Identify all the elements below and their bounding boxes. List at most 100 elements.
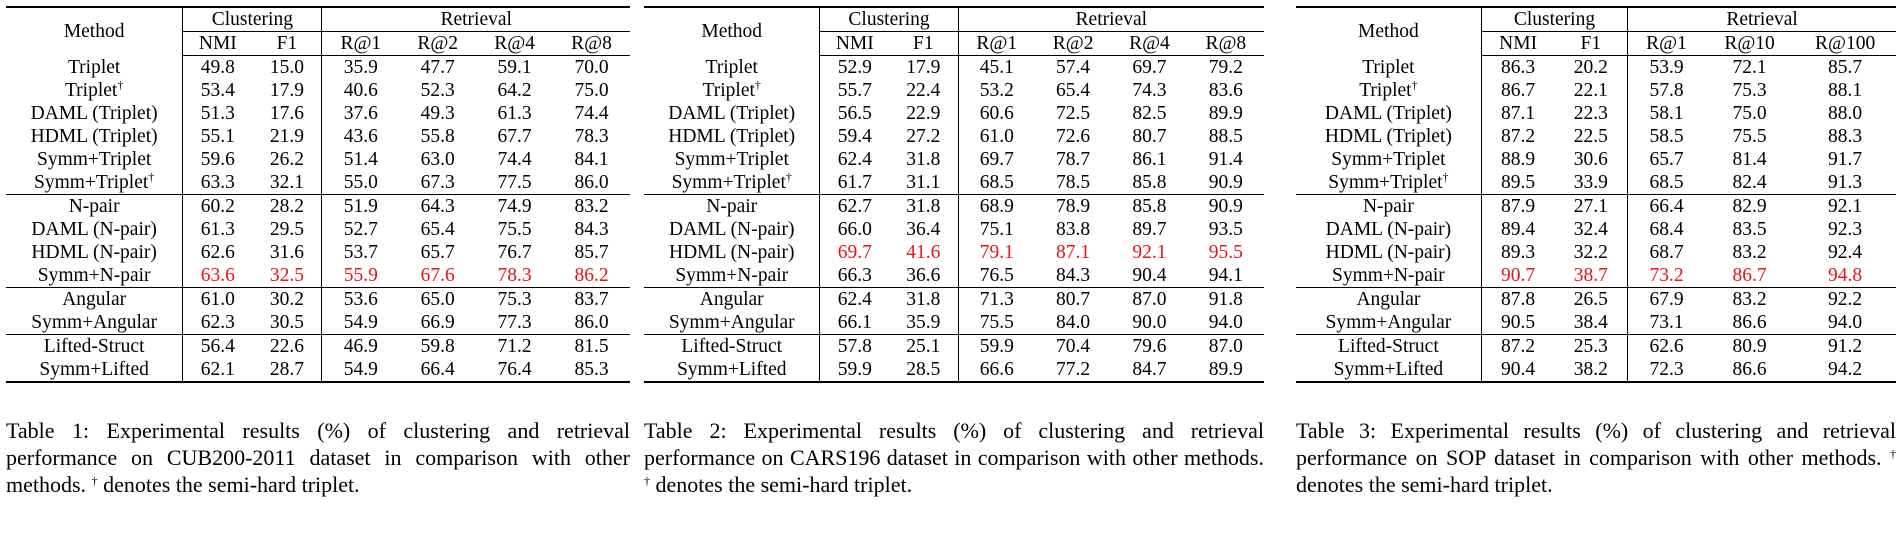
method-name: DAML (Triplet) — [1296, 102, 1482, 125]
caption-text: Experimental results (%) of clustering a… — [1296, 418, 1897, 470]
metric-value: 78.3 — [574, 126, 609, 147]
method-label: N-pair — [706, 196, 758, 217]
metric-value: 70.4 — [1034, 334, 1112, 358]
table-row: HDML (Triplet) 59.4 27.2 61.0 72.6 80.7 88.5 — [644, 125, 1264, 148]
metric-header: R@8 — [553, 31, 630, 56]
method-label: Symm+Angular — [1325, 312, 1452, 333]
metric-value: 69.7 — [979, 149, 1014, 170]
metric-value: 85.3 — [553, 358, 630, 383]
method-name: DAML (Triplet) — [644, 102, 821, 125]
metric-value: 84.7 — [1111, 358, 1188, 383]
method-name: Symm+Triplet — [644, 148, 821, 171]
table-row: DAML (N-pair) 89.4 32.4 68.4 83.5 92.3 — [1296, 218, 1896, 241]
metric-value: 25.1 — [889, 334, 959, 358]
metric-value: 66.1 — [837, 312, 872, 333]
table-caption: Table 1: Experimental results (%) of clu… — [6, 417, 630, 498]
metric-value: 75.5 — [497, 219, 532, 240]
metric-value: 87.9 — [1481, 194, 1555, 218]
table-row: Symm+Triplet† 61.7 31.1 68.5 78.5 85.8 90.9 — [644, 171, 1264, 195]
metric-value: 73.1 — [1649, 312, 1684, 333]
metric-header: R@1 — [1627, 31, 1705, 56]
method-label: Symm+Triplet — [671, 172, 786, 193]
metric-value: 55.0 — [343, 172, 378, 193]
method-name: Symm+Lifted — [644, 358, 821, 383]
metric-value: 63.6 — [200, 265, 235, 286]
method-label: DAML (Triplet) — [668, 103, 796, 124]
metric-value: 94.2 — [1794, 358, 1896, 383]
metric-value: 80.9 — [1704, 334, 1795, 358]
metric-value: 31.8 — [889, 287, 959, 311]
table-row: Lifted-Struct 57.8 25.1 59.9 70.4 79.6 87.0 — [644, 334, 1264, 358]
metric-header: R@2 — [399, 31, 477, 56]
method-label: DAML (N-pair) — [31, 219, 157, 240]
metric-value: 71.2 — [476, 334, 554, 358]
metric-value: 57.4 — [1056, 57, 1091, 78]
method-header: Method — [644, 6, 821, 56]
method-name: Symm+Triplet — [1296, 148, 1482, 171]
metric-value: 59.6 — [200, 149, 235, 170]
table-row: HDML (N-pair) 89.3 32.2 68.7 83.2 92.4 — [1296, 241, 1896, 264]
method-label: Symm+Angular — [31, 312, 158, 333]
metric-value: 75.0 — [574, 80, 609, 101]
metric-value: 66.4 — [1627, 194, 1705, 218]
table-row: Symm+N-pair 90.7 38.7 73.2 86.7 94.8 — [1296, 264, 1896, 288]
metric-value: 86.0 — [574, 172, 609, 193]
method-label: Angular — [1356, 289, 1421, 310]
metric-value: 83.2 — [1732, 242, 1767, 263]
method-name: Triplet† — [644, 79, 821, 102]
method-label: Symm+Triplet — [674, 149, 789, 170]
method-name: HDML (Triplet) — [6, 125, 184, 148]
metric-header: R@4 — [476, 31, 554, 56]
metric-value: 83.2 — [553, 194, 630, 218]
metric-value: 83.6 — [1208, 80, 1243, 101]
metric-value: 31.6 — [252, 241, 323, 264]
metric-value: 86.2 — [574, 265, 609, 286]
metric-value: 81.5 — [553, 334, 630, 358]
method-name: N-pair — [6, 194, 184, 218]
metric-value: 94.0 — [1828, 312, 1863, 333]
method-name: Symm+Triplet† — [6, 171, 184, 195]
method-name: Symm+Triplet — [6, 148, 184, 171]
metric-value: 89.9 — [1208, 103, 1243, 124]
metric-value: 65.7 — [1649, 149, 1684, 170]
caption-text: Experimental results (%) of clustering a… — [6, 418, 631, 497]
metric-value: 88.3 — [1828, 126, 1863, 147]
method-label: Triplet — [1362, 56, 1415, 78]
metric-value: 62.6 — [1627, 334, 1705, 358]
metric-value: 72.1 — [1732, 57, 1767, 78]
method-name: Triplet — [1296, 55, 1482, 79]
metric-value: 58.1 — [1649, 103, 1684, 124]
metric-value: 29.5 — [252, 218, 323, 241]
table-row: DAML (Triplet) 56.5 22.9 60.6 72.5 82.5 89.9 — [644, 102, 1264, 125]
method-label: Triplet — [702, 80, 755, 101]
metric-value: 86.6 — [1704, 358, 1795, 383]
metric-value: 57.8 — [819, 334, 890, 358]
metric-value: 75.1 — [979, 219, 1014, 240]
table-row: N-pair 87.9 27.1 66.4 82.9 92.1 — [1296, 194, 1896, 218]
metric-value: 61.0 — [182, 287, 253, 311]
retrieval-header: Retrieval — [1627, 6, 1896, 32]
metric-value: 66.6 — [958, 358, 1035, 383]
metric-value: 43.6 — [343, 126, 378, 147]
metric-value: 38.7 — [1554, 264, 1629, 288]
metric-value: 90.0 — [1132, 312, 1167, 333]
metric-value: 85.7 — [1828, 57, 1863, 78]
method-name: Symm+Angular — [1296, 311, 1482, 335]
metric-value: 77.5 — [497, 172, 532, 193]
table-row: Triplet 49.8 15.0 35.9 47.7 59.1 70.0 — [6, 55, 630, 79]
results-table: Method Clustering Retrieval NMI F1 R@1 R@2 R@4 R… — [6, 6, 630, 383]
metric-header: R@2 — [1034, 31, 1112, 56]
metric-value: 45.1 — [979, 57, 1014, 78]
metric-value: 47.7 — [420, 57, 455, 78]
metric-header: F1 — [1554, 31, 1629, 56]
metric-value: 27.1 — [1554, 194, 1629, 218]
caption-text: Experimental results (%) of clustering a… — [644, 418, 1265, 470]
metric-value: 94.0 — [1208, 312, 1243, 333]
dagger-mark: † — [1411, 78, 1418, 92]
metric-value: 85.8 — [1132, 172, 1167, 193]
method-label: HDML (N-pair) — [31, 242, 157, 263]
metric-value: 36.4 — [889, 218, 959, 241]
metric-value: 53.6 — [321, 287, 400, 311]
metric-value: 83.2 — [1704, 287, 1795, 311]
metric-value: 75.3 — [476, 287, 554, 311]
